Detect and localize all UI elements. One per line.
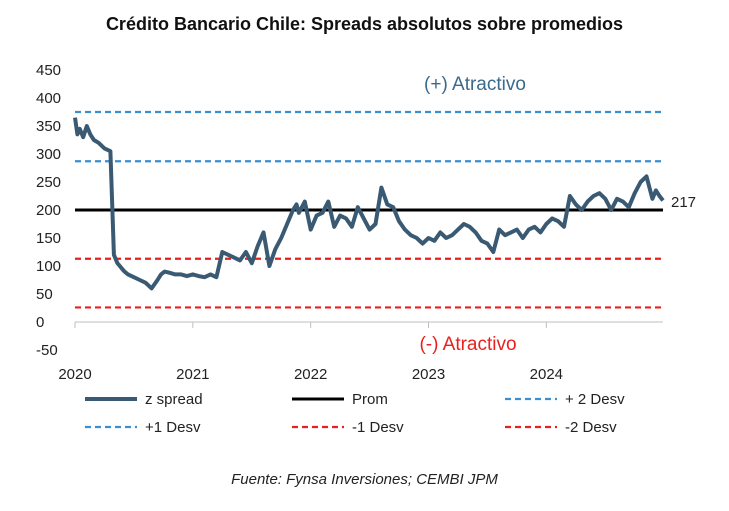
x-tick-label: 2021	[176, 366, 209, 383]
y-tick-label: 300	[36, 146, 61, 163]
x-tick-label: 2022	[294, 366, 327, 383]
annotation-bottom-attractive: (-) Atractivo	[419, 334, 516, 355]
y-tick-label: 50	[36, 286, 53, 303]
legend-label-prom: Prom	[352, 391, 388, 408]
legend-label-1-desv: -1 Desv	[352, 419, 404, 436]
y-tick-label: 0	[36, 314, 44, 331]
chart-title: Crédito Bancario Chile: Spreads absoluto…	[105, 14, 624, 34]
y-tick-label: 100	[36, 258, 61, 275]
y-tick-label: 400	[36, 90, 61, 107]
last-value-label: 217	[671, 194, 696, 211]
x-tick-label: 2023	[412, 366, 445, 383]
annotation-top-attractive: (+) Atractivo	[424, 74, 526, 95]
y-tick-label: -50	[36, 342, 58, 359]
legend-label-2-desv: -2 Desv	[565, 419, 617, 436]
y-tick-label: 200	[36, 202, 61, 219]
y-tick-label: 450	[36, 62, 61, 79]
source-note: Fuente: Fynsa Inversiones; CEMBI JPM	[231, 471, 498, 488]
legend-label-z-spread: z spread	[145, 391, 203, 408]
legend-label-1-desv: +1 Desv	[145, 419, 201, 436]
y-tick-label: 150	[36, 230, 61, 247]
series-line-z-spread	[73, 117, 665, 291]
y-tick-label: 350	[36, 118, 61, 135]
legend-label-2-desv: + 2 Desv	[565, 391, 625, 408]
x-tick-label: 2020	[58, 366, 91, 383]
x-tick-label: 2024	[530, 366, 563, 383]
y-tick-label: 250	[36, 174, 61, 191]
